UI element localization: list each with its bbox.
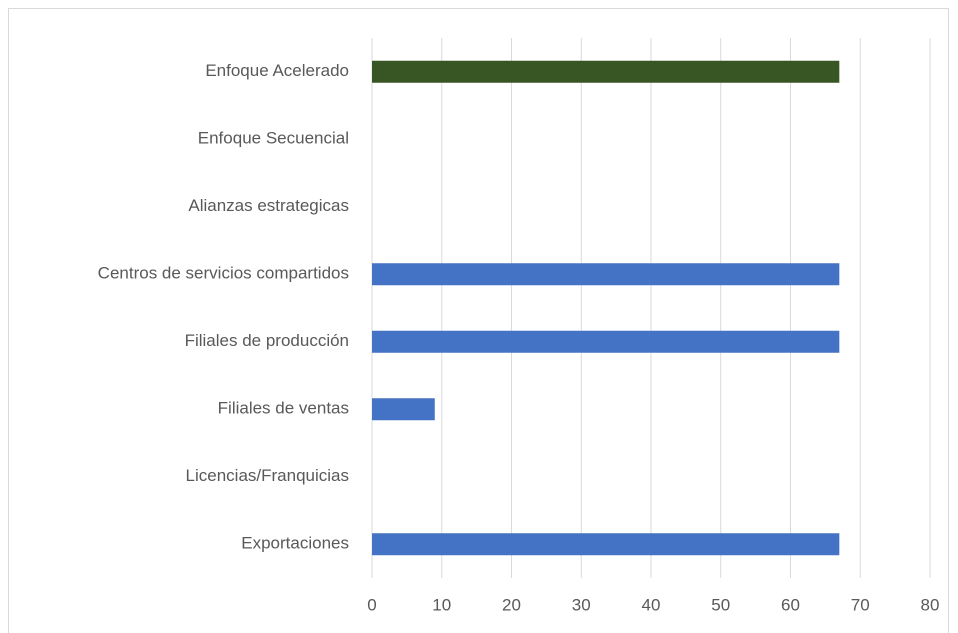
x-tick-label: 20 xyxy=(502,595,521,614)
y-tick-label: Filiales de producción xyxy=(185,331,349,350)
chart-frame xyxy=(8,8,949,633)
y-tick-label: Filiales de ventas xyxy=(218,399,349,418)
y-tick-label: Enfoque Acelerado xyxy=(205,61,349,80)
y-tick-label: Centros de servicios compartidos xyxy=(98,264,349,283)
y-tick-label: Enfoque Secuencial xyxy=(198,129,349,148)
x-tick-label: 60 xyxy=(781,595,800,614)
y-tick-label: Exportaciones xyxy=(241,534,349,553)
x-tick-label: 0 xyxy=(367,595,376,614)
bar xyxy=(372,330,840,353)
bar xyxy=(372,398,435,421)
bar xyxy=(372,533,840,556)
bar xyxy=(372,60,840,83)
x-tick-label: 80 xyxy=(921,595,940,614)
x-tick-label: 10 xyxy=(432,595,451,614)
x-tick-label: 70 xyxy=(851,595,870,614)
y-tick-label: Licencias/Franquicias xyxy=(186,466,349,485)
y-tick-label: Alianzas estrategicas xyxy=(188,196,349,215)
bar xyxy=(372,263,840,286)
x-tick-label: 50 xyxy=(711,595,730,614)
x-tick-label: 40 xyxy=(642,595,661,614)
x-tick-label: 30 xyxy=(572,595,591,614)
